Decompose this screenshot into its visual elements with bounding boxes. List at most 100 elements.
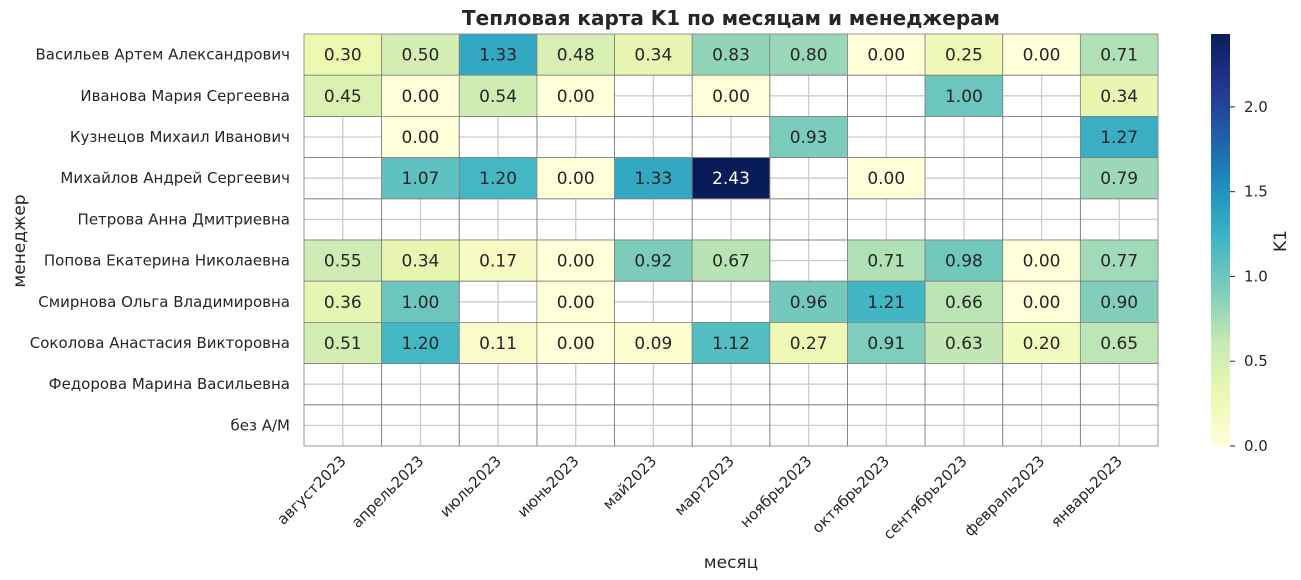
heatmap-cell <box>769 321 848 364</box>
heatmap-cell <box>1079 239 1159 282</box>
cell-value-label: 0.20 <box>1023 334 1061 354</box>
heatmap-cell <box>536 321 615 364</box>
cell-value-label: 0.34 <box>402 252 440 272</box>
x-tick-label: октябрь2023 <box>808 452 893 537</box>
heatmap-cell <box>381 157 460 200</box>
heatmap-cell <box>1079 33 1159 76</box>
cell-value-label: 0.09 <box>634 334 672 354</box>
heatmap-cell-empty <box>1079 404 1159 447</box>
cell-value-label: 1.33 <box>634 169 672 189</box>
cell-value-label: 0.00 <box>402 128 440 148</box>
cell-value-label: 0.71 <box>867 252 905 272</box>
x-tick-label: ноябрь2023 <box>736 452 815 531</box>
heatmap-cell <box>924 33 1004 76</box>
cell-value-label: 0.67 <box>712 252 750 272</box>
heatmap-cell <box>381 116 460 159</box>
y-tick-label: без А/М <box>231 416 290 434</box>
cell-value-label: 0.27 <box>790 334 828 354</box>
y-tick-label: Соколова Анастасия Викторовна <box>30 334 290 352</box>
y-tick-labels: Васильев Артем Александрович Иванова Мари… <box>30 46 290 435</box>
cell-value-label: 0.91 <box>867 334 905 354</box>
x-tick-label: сентябрь2023 <box>880 452 971 543</box>
heatmap-cell <box>847 157 926 200</box>
cell-value-label: 0.92 <box>634 252 672 272</box>
heatmap-cell <box>458 239 538 282</box>
chart-title: Тепловая карта K1 по месяцам и менеджера… <box>462 6 1000 30</box>
heatmap-cell <box>381 74 460 117</box>
colorbar-tick-label: 0.5 <box>1244 352 1268 370</box>
heatmap-cell <box>1002 239 1081 282</box>
cell-value-label: 0.00 <box>557 169 595 189</box>
heatmap-cell <box>536 280 615 323</box>
heatmap-cell <box>691 239 771 282</box>
heatmap-cell <box>769 280 848 323</box>
cell-value-label: 0.34 <box>634 46 672 66</box>
cell-value-label: 0.34 <box>1100 87 1138 107</box>
heatmap-cell <box>1079 321 1159 364</box>
y-tick-label: Кузнецов Михаил Иванович <box>70 128 290 146</box>
heatmap-cell <box>924 280 1004 323</box>
cell-value-label: 0.55 <box>324 252 362 272</box>
cell-value-label: 0.00 <box>1023 252 1061 272</box>
cell-value-label: 0.00 <box>557 252 595 272</box>
x-tick-label: апрель2023 <box>348 452 427 531</box>
heatmap-cell <box>458 321 538 364</box>
cell-value-label: 0.25 <box>945 46 983 66</box>
cell-value-label: 1.12 <box>712 334 750 354</box>
heatmap-cell <box>691 157 771 200</box>
cell-value-label: 0.90 <box>1100 293 1138 313</box>
x-tick-label: февраль2023 <box>961 452 1049 540</box>
heatmap-cell <box>847 33 926 76</box>
cell-value-label: 1.07 <box>402 169 440 189</box>
cell-value-label: 1.20 <box>479 169 517 189</box>
heatmap-cell <box>303 74 383 117</box>
cell-value-label: 0.36 <box>324 293 362 313</box>
heatmap-cell <box>381 280 460 323</box>
cell-value-label: 1.00 <box>402 293 440 313</box>
cell-value-label: 0.63 <box>945 334 983 354</box>
y-tick-label: Смирнова Ольга Владимировна <box>38 293 290 311</box>
heatmap-cell <box>1079 116 1159 159</box>
heatmap-cell <box>614 239 693 282</box>
x-tick-label: июль2023 <box>436 452 505 521</box>
x-tick-label: январь2023 <box>1047 452 1126 531</box>
cell-value-label: 1.00 <box>945 87 983 107</box>
cell-value-label: 0.11 <box>479 334 517 354</box>
heatmap-cell <box>536 74 615 117</box>
heatmap-cell <box>614 321 693 364</box>
cell-value-label: 0.83 <box>712 46 750 66</box>
cell-value-label: 0.65 <box>1100 334 1138 354</box>
cell-value-label: 0.80 <box>790 46 828 66</box>
x-tick-label: июнь2023 <box>514 452 583 521</box>
cell-value-label: 1.33 <box>479 46 517 66</box>
cell-value-label: 0.00 <box>402 87 440 107</box>
heatmap-cell <box>924 74 1004 117</box>
colorbar-tick-label: 2.0 <box>1244 98 1268 116</box>
cell-value-label: 0.77 <box>1100 252 1138 272</box>
cell-value-label: 0.00 <box>712 87 750 107</box>
heatmap-cell <box>381 321 460 364</box>
cell-value-label: 0.71 <box>1100 46 1138 66</box>
x-tick-label: май2023 <box>599 452 660 513</box>
cell-value-label: 0.93 <box>790 128 828 148</box>
cell-value-label: 0.96 <box>790 293 828 313</box>
cell-value-label: 0.00 <box>867 46 905 66</box>
heatmap-cell <box>691 74 771 117</box>
cell-value-label: 0.00 <box>867 169 905 189</box>
cell-value-label: 0.50 <box>402 46 440 66</box>
colorbar-ticks: 0.0 0.5 1.0 1.5 2.0 <box>1230 98 1268 455</box>
x-tick-label: март2023 <box>671 452 738 519</box>
cell-value-label: 0.48 <box>557 46 595 66</box>
cell-value-label: 1.20 <box>402 334 440 354</box>
heatmap-cells <box>303 33 1159 447</box>
cell-value-label: 0.79 <box>1100 169 1138 189</box>
heatmap-cell <box>381 239 460 282</box>
heatmap-cell <box>614 157 693 200</box>
cell-value-label: 0.00 <box>557 293 595 313</box>
cell-value-label: 0.00 <box>557 87 595 107</box>
colorbar-tick-label: 1.5 <box>1244 183 1268 201</box>
cell-value-label: 0.54 <box>479 87 517 107</box>
colorbar-label: K1 <box>1271 230 1291 252</box>
cell-value-label: 0.51 <box>324 334 362 354</box>
